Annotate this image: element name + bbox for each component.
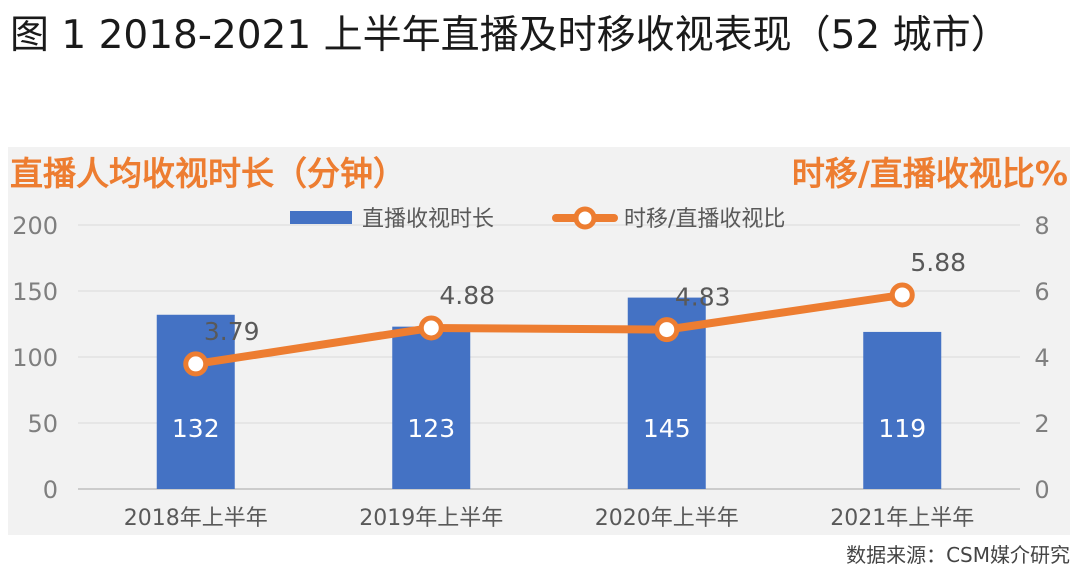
bar: [156, 314, 235, 489]
right-tick-label: 2: [1034, 410, 1049, 438]
line-value-label: 4.83: [675, 283, 731, 312]
category-label: 2018年上半年: [124, 506, 268, 531]
line-point: [183, 351, 209, 377]
legend-label: 直播收视时长: [362, 207, 494, 232]
left-tick-label: 200: [12, 212, 58, 240]
line-point: [889, 282, 915, 308]
category-label: 2021年上半年: [830, 506, 974, 531]
line-value-label: 4.88: [439, 281, 495, 310]
right-tick-label: 4: [1034, 344, 1049, 372]
series-line: [191, 290, 907, 368]
bar-value-label: 119: [878, 414, 926, 443]
bar-value-label: 132: [172, 414, 220, 443]
bar-value-label: 145: [643, 414, 691, 443]
legend-swatch-marker: [573, 206, 597, 230]
bar: [392, 326, 471, 489]
bar: [863, 331, 942, 489]
left-tick-label: 100: [12, 344, 58, 372]
right-axis-title: 时移/直播收视比%: [791, 154, 1068, 193]
line-point: [654, 317, 680, 343]
line-value-label: 3.79: [204, 317, 260, 346]
category-label: 2019年上半年: [359, 506, 503, 531]
legend-label: 时移/直播收视比: [624, 207, 785, 232]
source-note: 数据来源：CSM媒介研究: [846, 543, 1070, 567]
bar-value-label: 123: [407, 414, 455, 443]
right-tick-label: 0: [1034, 476, 1049, 504]
left-tick-label: 50: [27, 410, 58, 438]
legend-swatch-bar: [290, 211, 352, 224]
left-tick-label: 0: [43, 476, 58, 504]
right-tick-label: 6: [1034, 278, 1049, 306]
figure-title: 图 1 2018-2021 上半年直播及时移收视表现（52 城市）: [10, 13, 1010, 58]
category-label: 2020年上半年: [595, 506, 739, 531]
line-point: [418, 315, 444, 341]
right-tick-label: 8: [1034, 212, 1049, 240]
left-tick-label: 150: [12, 278, 58, 306]
line-value-label: 5.88: [910, 248, 966, 277]
left-axis-title: 直播人均收视时长（分钟）: [10, 154, 406, 193]
